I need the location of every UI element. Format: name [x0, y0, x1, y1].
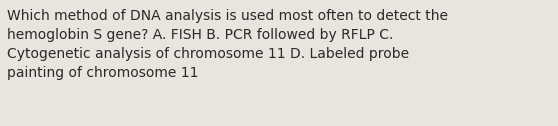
Text: Which method of DNA analysis is used most often to detect the
hemoglobin S gene?: Which method of DNA analysis is used mos…	[7, 9, 448, 80]
